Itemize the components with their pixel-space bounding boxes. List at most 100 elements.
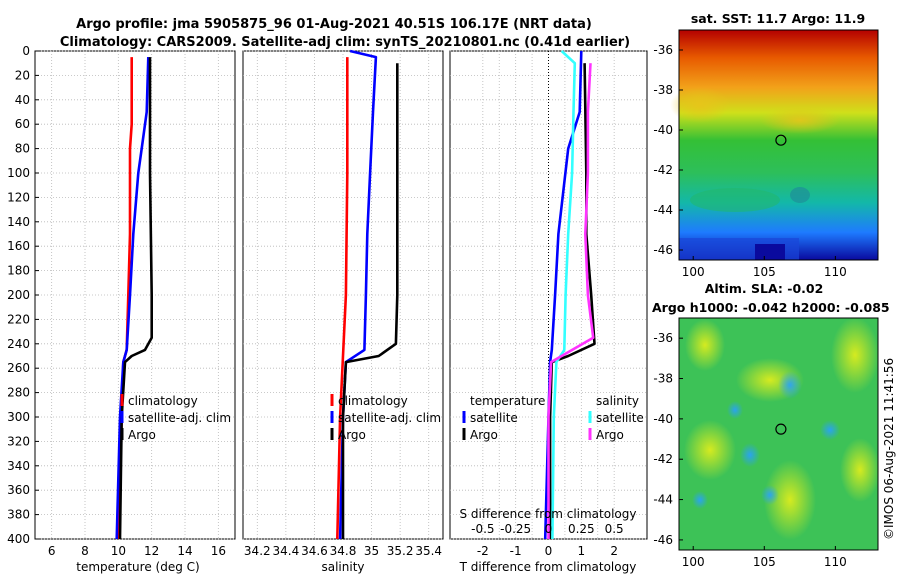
x-tick-label: 2 — [610, 544, 618, 558]
legend-label-sal-argo: Argo — [596, 428, 624, 442]
sst-axes-box — [678, 29, 879, 261]
depth-tick-label: 80 — [15, 142, 30, 156]
sla-low-patch — [740, 443, 760, 467]
lat-tick-label: -46 — [653, 533, 673, 547]
lat-tick-label: -36 — [653, 331, 673, 345]
sla-high-patch — [764, 460, 816, 540]
t-difference-xlabel: T difference from climatology — [459, 560, 637, 574]
s-tick-label: -0.5 — [471, 522, 494, 536]
x-tick-label: 6 — [48, 544, 56, 558]
depth-tick-labels: 0 20 40 60 80 100 120 140 160 180 200 220 240 260 280 3… — [7, 44, 39, 546]
salinity-tick-labels: 34.2 34.4 34.6 34.8 35 35.2 35.4 — [244, 544, 442, 558]
depth-tick-label: 160 — [7, 239, 30, 253]
temperature-legend: climatology satellite-adj. clim Argo — [120, 394, 231, 442]
lat-tick-label: -42 — [653, 452, 673, 466]
profile-line-argo — [341, 63, 399, 539]
x-tick-label: -1 — [510, 544, 522, 558]
x-tick-label: -2 — [477, 544, 489, 558]
salinity-lines — [336, 49, 399, 540]
s-tick-label: 0 — [545, 522, 553, 536]
x-tick-label: 34.4 — [272, 544, 299, 558]
x-tick-label: 35.2 — [387, 544, 414, 558]
sla-low-patch — [692, 491, 708, 509]
figure-title-line2: Climatology: CARS2009. Satellite-adj cli… — [60, 35, 630, 50]
depth-tick-label: 360 — [7, 483, 30, 497]
depth-tick-label: 100 — [7, 166, 30, 180]
x-tick-label: 35.4 — [415, 544, 442, 558]
sla-low-patch — [778, 371, 802, 399]
s-tick-label: 0.5 — [605, 522, 624, 536]
x-tick-label: 1 — [578, 544, 586, 558]
legend-label-temp-satellite: satellite — [470, 411, 518, 425]
depth-tick-label: 300 — [7, 410, 30, 424]
lat-tick-label: -38 — [653, 372, 673, 386]
s-difference-tick-labels: -0.5 -0.25 0 0.25 0.5 — [471, 522, 624, 536]
salinity-legend: climatology satellite-adj. clim Argo — [330, 394, 441, 442]
sla-map: Altim. SLA: -0.02 Argo h1000: -0.042 h20… — [652, 281, 890, 569]
t-difference-tick-labels: -2 -1 0 1 2 — [477, 544, 618, 558]
sla-subtitle: Argo h1000: -0.042 h2000: -0.085 — [652, 300, 890, 315]
sla-low-patch — [820, 420, 840, 440]
sla-high-patch — [840, 438, 880, 502]
sla-low-patch — [761, 485, 779, 505]
profile-line-salinity-argo — [547, 63, 595, 539]
depth-tick-label: 180 — [7, 264, 30, 278]
depth-tick-label: 20 — [15, 68, 30, 82]
depth-tick-label: 280 — [7, 386, 30, 400]
temperature-xlabel: temperature (deg C) — [76, 560, 199, 574]
lon-tick-label: 110 — [824, 555, 847, 569]
x-tick-label: 35 — [364, 544, 379, 558]
sst-dark-patch — [755, 244, 785, 260]
lon-tick-label: 100 — [682, 555, 705, 569]
lat-tick-label: -40 — [653, 412, 673, 426]
lat-tick-label: -44 — [653, 203, 673, 217]
salinity-panel: 34.2 34.4 34.6 34.8 35 35.2 35.4 salinity clim… — [242, 49, 444, 574]
s-difference-label: S difference from climatology — [460, 507, 637, 521]
legend-label-satellite: satellite-adj. clim — [128, 411, 231, 425]
x-tick-label: 12 — [144, 544, 159, 558]
x-tick-label: 14 — [177, 544, 192, 558]
legend-label-climatology: climatology — [338, 394, 408, 408]
temperature-panel: 0 20 40 60 80 100 120 140 160 180 200 220 240 260 280 3… — [7, 44, 236, 574]
lon-tick-label: 105 — [753, 555, 776, 569]
imos-timestamp: ©IMOS 06-Aug-2021 11:41:56 — [882, 358, 896, 540]
sla-high-patch — [684, 420, 736, 480]
sst-map: sat. SST: 11.7 Argo: 11.9 100 105 110 -36 -3… — [653, 11, 879, 279]
legend-label-climatology: climatology — [128, 394, 198, 408]
salinity-xlabel: salinity — [321, 560, 364, 574]
sst-tick-labels: 100 105 110 -36 -38 -40 -42 -44 -46 — [653, 43, 846, 279]
depth-tick-label: 340 — [7, 459, 30, 473]
temperature-tick-labels: 6 8 10 12 14 16 — [48, 544, 226, 558]
legend-label-sal-satellite: satellite — [596, 411, 644, 425]
sla-tick-labels: 100 105 110 -36 -38 -40 -42 -44 -46 — [653, 331, 846, 569]
x-tick-label: 16 — [211, 544, 226, 558]
sla-axes-box — [678, 317, 879, 551]
x-tick-label: 34.8 — [330, 544, 357, 558]
x-tick-label: 8 — [81, 544, 89, 558]
sst-field — [670, 30, 878, 260]
profile-line-satellite-adj-clim — [115, 57, 150, 540]
depth-tick-label: 120 — [7, 190, 30, 204]
depth-tick-label: 260 — [7, 361, 30, 375]
legend-label-satellite: satellite-adj. clim — [338, 411, 441, 425]
lat-tick-label: -40 — [653, 123, 673, 137]
sla-high-patch — [831, 317, 879, 393]
depth-tick-label: 200 — [7, 288, 30, 302]
sst-title: sat. SST: 11.7 Argo: 11.9 — [691, 11, 865, 26]
difference-panel: -2 -1 0 1 2 -0.5 -0.25 0 0.25 0.5 S difference f… — [449, 50, 648, 574]
depth-tick-label: 220 — [7, 312, 30, 326]
legend-label-argo: Argo — [128, 428, 156, 442]
difference-lines — [543, 50, 596, 540]
temperature-grid — [35, 50, 235, 540]
argo-location-marker — [775, 423, 787, 435]
x-tick-label: 10 — [111, 544, 126, 558]
x-tick-label: 34.6 — [301, 544, 328, 558]
lat-tick-label: -46 — [653, 243, 673, 257]
lon-tick-label: 100 — [682, 265, 705, 279]
legend-label-argo: Argo — [338, 428, 366, 442]
x-tick-label: 0 — [545, 544, 553, 558]
depth-tick-label: 380 — [7, 508, 30, 522]
x-tick-label: 34.2 — [244, 544, 271, 558]
sla-field — [679, 317, 880, 550]
